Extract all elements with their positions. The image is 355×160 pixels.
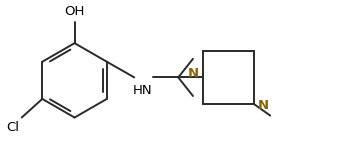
Text: Cl: Cl — [6, 121, 19, 134]
Text: OH: OH — [64, 5, 85, 18]
Text: HN: HN — [132, 84, 152, 97]
Text: N: N — [188, 67, 199, 80]
Text: N: N — [257, 99, 269, 112]
